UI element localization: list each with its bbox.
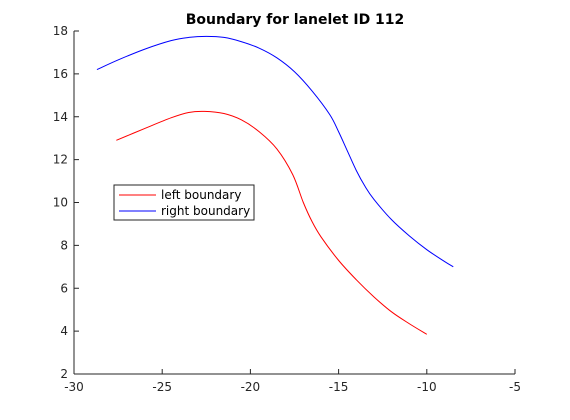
axes: -30 -25 -20 -15 -10 -5 2 4 6 8 10 12 14 16 18 <box>53 24 521 394</box>
x-tick-label: -10 <box>417 380 437 394</box>
x-tick-label: -30 <box>64 380 84 394</box>
y-tick-label: 2 <box>60 367 68 381</box>
left-boundary-line <box>116 110 428 335</box>
y-tick-label: 12 <box>53 153 68 167</box>
series-layer <box>96 35 454 335</box>
y-tick-label: 8 <box>60 238 68 252</box>
x-tick-label: -25 <box>152 380 172 394</box>
legend: left boundary right boundary <box>113 184 255 221</box>
y-tick-label: 10 <box>53 196 68 210</box>
x-tick-label: -15 <box>329 380 349 394</box>
chart-title: Boundary for lanelet ID 112 <box>186 12 405 28</box>
y-tick-label: 18 <box>53 24 68 38</box>
y-tick-label: 16 <box>53 67 68 81</box>
x-tick-label: -5 <box>509 380 521 394</box>
y-tick-label: 6 <box>60 281 68 295</box>
x-tick-label: -20 <box>241 380 261 394</box>
legend-label-right-boundary: right boundary <box>161 204 250 218</box>
y-tick-label: 14 <box>53 110 68 124</box>
legend-box <box>113 184 255 221</box>
y-tick-label: 4 <box>60 324 68 338</box>
right-boundary-line <box>96 35 454 268</box>
legend-label-left-boundary: left boundary <box>161 188 241 202</box>
